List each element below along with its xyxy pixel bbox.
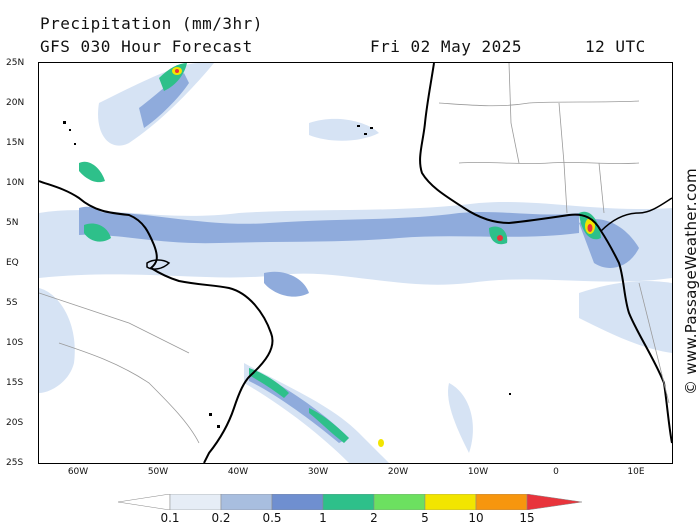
legend-cell-6 [424, 494, 477, 510]
legend-cell-4 [322, 494, 375, 510]
atlantic-islands [63, 121, 511, 428]
map-title: Precipitation (mm/3hr) [40, 14, 263, 33]
africa-coastline [419, 63, 672, 444]
lat-label-15n: 15N [6, 138, 25, 148]
lon-label-10e: 10E [627, 467, 645, 477]
forecast-time: 12 UTC [585, 37, 646, 56]
intense-rain-cores [172, 67, 595, 447]
legend-label-2: 2 [370, 511, 378, 525]
legend-label-0.5: 0.5 [262, 511, 282, 525]
legend-cell-1 [169, 494, 222, 510]
lat-label-20s: 20S [6, 418, 24, 428]
legend-label-0.1: 0.1 [160, 511, 180, 525]
legend-cell-0 [118, 494, 171, 510]
lon-label-30w: 30W [307, 467, 329, 477]
forecast-model: GFS 030 Hour Forecast [40, 37, 253, 56]
precipitation-legend-bar [118, 494, 582, 510]
legend-label-10: 10 [468, 511, 484, 525]
lat-label-15s: 15S [6, 378, 24, 388]
map-canvas [39, 63, 672, 463]
lat-label-20n: 20N [6, 98, 25, 108]
legend-cell-2 [220, 494, 273, 510]
site-credit: © www.PassageWeather.com [682, 168, 700, 395]
legend-cell-8 [526, 494, 582, 510]
legend-label-15: 15 [519, 511, 535, 525]
forecast-date: Fri 02 May 2025 [370, 37, 522, 56]
lat-label-5n: 5N [6, 218, 19, 228]
legend-cell-7 [475, 494, 528, 510]
country-borders [39, 63, 670, 444]
south-america-coastline [39, 180, 274, 463]
legend-cell-3 [271, 494, 324, 510]
lat-label-25s: 25S [6, 458, 24, 468]
legend-label-0.2: 0.2 [211, 511, 231, 525]
lon-label-40w: 40W [227, 467, 249, 477]
gulf-of-guinea-coast [600, 197, 672, 232]
lat-label-25n: 25N [6, 58, 25, 68]
precipitation-map [38, 62, 673, 464]
lon-label-50w: 50W [147, 467, 169, 477]
legend-label-5: 5 [421, 511, 429, 525]
legend-label-1: 1 [319, 511, 327, 525]
lon-label-60w: 60W [67, 467, 89, 477]
heavy-rain-areas [79, 63, 601, 443]
legend-cell-5 [373, 494, 426, 510]
lon-label-10w: 10W [467, 467, 489, 477]
lon-label-20w: 20W [387, 467, 409, 477]
amazon-delta [146, 259, 171, 270]
lon-label-0: 0 [553, 467, 559, 477]
lat-label-eq: EQ [6, 258, 19, 268]
lat-label-10s: 10S [6, 338, 24, 348]
light-rain-areas [39, 63, 672, 463]
lat-label-10n: 10N [6, 178, 25, 188]
lat-label-5s: 5S [6, 298, 18, 308]
